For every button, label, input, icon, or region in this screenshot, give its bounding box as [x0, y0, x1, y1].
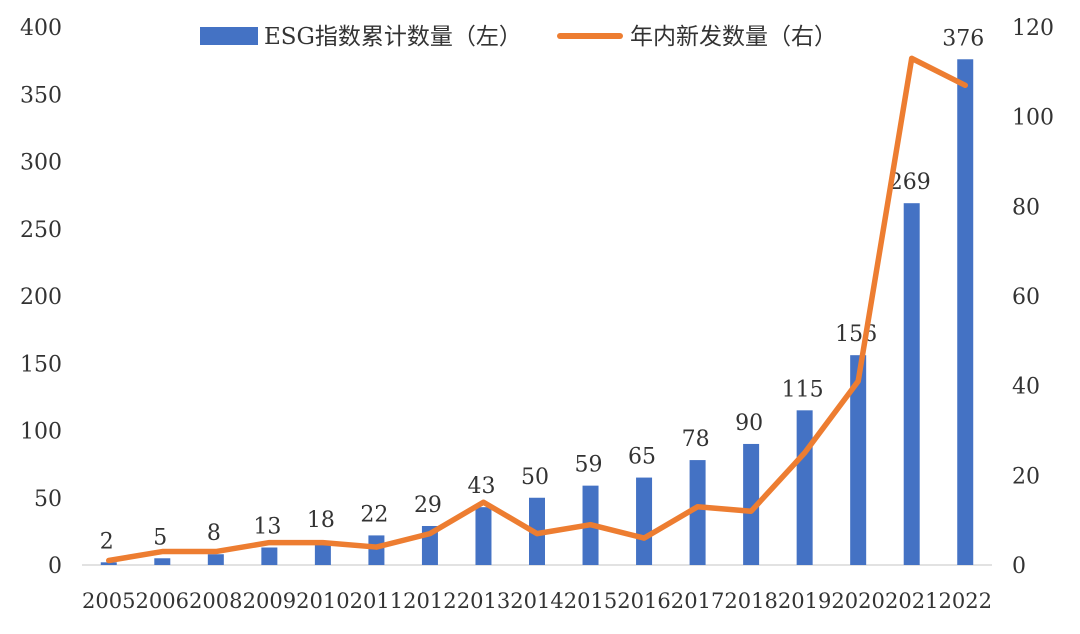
left-axis-tick-label: 250: [20, 218, 62, 243]
bar-data-label: 2: [100, 529, 114, 554]
right-axis-tick-label: 0: [1012, 554, 1026, 579]
x-axis-tick-label: 2019: [778, 589, 832, 613]
line-point: [106, 558, 112, 564]
x-axis-tick-label: 2021: [885, 589, 939, 613]
x-axis-tick-label: 2009: [243, 589, 297, 613]
bar-data-label: 8: [207, 521, 221, 546]
line-point: [695, 504, 701, 510]
bar: [314, 540, 331, 565]
bar-data-label: 22: [360, 502, 388, 527]
x-axis-tick-label: 2011: [350, 589, 404, 613]
line-point: [855, 378, 861, 384]
x-axis: 2005 2006 2008 2009 2010 2011 2012 2013 2014 2015…: [82, 564, 992, 613]
line-point: [748, 508, 754, 514]
line-point: [962, 82, 968, 88]
right-axis-tick-label: 80: [1012, 195, 1040, 220]
line-point: [266, 540, 272, 546]
bar-data-label: 78: [682, 427, 710, 452]
left-axis-tick-label: 400: [20, 16, 62, 41]
line-point: [427, 531, 433, 537]
x-axis-tick-label: 2016: [617, 589, 671, 613]
bar: [475, 507, 492, 565]
x-axis-tick-label: 2008: [189, 589, 243, 613]
right-axis-tick-label: 100: [1012, 106, 1054, 131]
legend-label-line: 年内新发数量（右）: [630, 24, 837, 50]
x-axis-tick-label: 2022: [938, 589, 992, 613]
bar: [207, 554, 224, 565]
bar: [850, 355, 867, 565]
left-axis-tick-label: 150: [20, 352, 62, 377]
bar: [743, 443, 760, 565]
x-axis-tick-label: 2015: [564, 589, 618, 613]
right-axis-tick-label: 60: [1012, 285, 1040, 310]
line-point: [480, 499, 486, 505]
left-axis-tick-label: 50: [34, 487, 62, 512]
bar: [689, 460, 706, 565]
legend-swatch-bar: [200, 27, 258, 45]
line-point: [320, 540, 326, 546]
x-axis-tick-label: 2017: [671, 589, 725, 613]
bar: [636, 477, 653, 565]
bar-data-label: 29: [414, 493, 442, 518]
line-point: [802, 450, 808, 456]
bar-data-label: 115: [782, 377, 824, 402]
bar-data-label: 90: [735, 411, 763, 436]
x-axis-tick-label: 2012: [403, 589, 457, 613]
bar-data-label: 13: [253, 515, 281, 540]
bar-data-label: 65: [628, 445, 656, 470]
bar-data-label: 59: [575, 453, 603, 478]
line-point: [641, 535, 647, 541]
bar-data-label: 269: [889, 170, 931, 195]
left-axis-tick-label: 100: [20, 420, 62, 445]
x-axis-tick-label: 2014: [510, 589, 564, 613]
bar-data-label: 50: [521, 465, 549, 490]
x-axis-tick-label: 2018: [724, 589, 778, 613]
bar: [796, 410, 813, 565]
x-axis-tick-label: 2006: [136, 589, 190, 613]
left-y-axis: 0 50 100 150 200 250 300 350 400: [20, 16, 62, 579]
bar: [957, 59, 974, 565]
bar: [261, 547, 278, 565]
line-point: [373, 544, 379, 550]
line-point: [588, 522, 594, 528]
bar: [368, 535, 385, 565]
line-point: [213, 549, 219, 555]
bar: [100, 562, 117, 565]
bar-series: [100, 59, 974, 565]
bar-data-label: 18: [307, 508, 335, 533]
left-axis-tick-label: 350: [20, 83, 62, 108]
line-point: [159, 549, 165, 555]
bar-data-label: 43: [467, 474, 495, 499]
left-axis-tick-label: 300: [20, 151, 62, 176]
legend-label-bar: ESG指数累计数量（左）: [264, 24, 522, 50]
line-point: [909, 55, 915, 61]
bar: [903, 203, 920, 565]
right-y-axis: 0 20 40 60 80 100 120: [1012, 16, 1054, 579]
bar-data-labels: 2 5 8 13 18 22 29 43 50 59 65 78 90 115 156 269 376: [100, 26, 984, 554]
line-point: [534, 531, 540, 537]
x-axis-tick-label: 2013: [457, 589, 511, 613]
legend: ESG指数累计数量（左） 年内新发数量（右）: [200, 24, 837, 50]
bar-data-label: 376: [942, 26, 984, 51]
left-axis-tick-label: 200: [20, 285, 62, 310]
x-axis-tick-label: 2020: [831, 589, 885, 613]
right-axis-tick-label: 40: [1012, 375, 1040, 400]
right-axis-tick-label: 120: [1012, 16, 1054, 41]
bar-data-label: 5: [153, 525, 167, 550]
x-axis-tick-label: 2005: [82, 589, 136, 613]
bar: [154, 558, 171, 565]
line-series: [106, 55, 968, 564]
x-axis-tick-label: 2010: [296, 589, 350, 613]
left-axis-tick-label: 0: [48, 554, 62, 579]
right-axis-tick-label: 20: [1012, 464, 1040, 489]
bar-data-label: 156: [835, 322, 877, 347]
